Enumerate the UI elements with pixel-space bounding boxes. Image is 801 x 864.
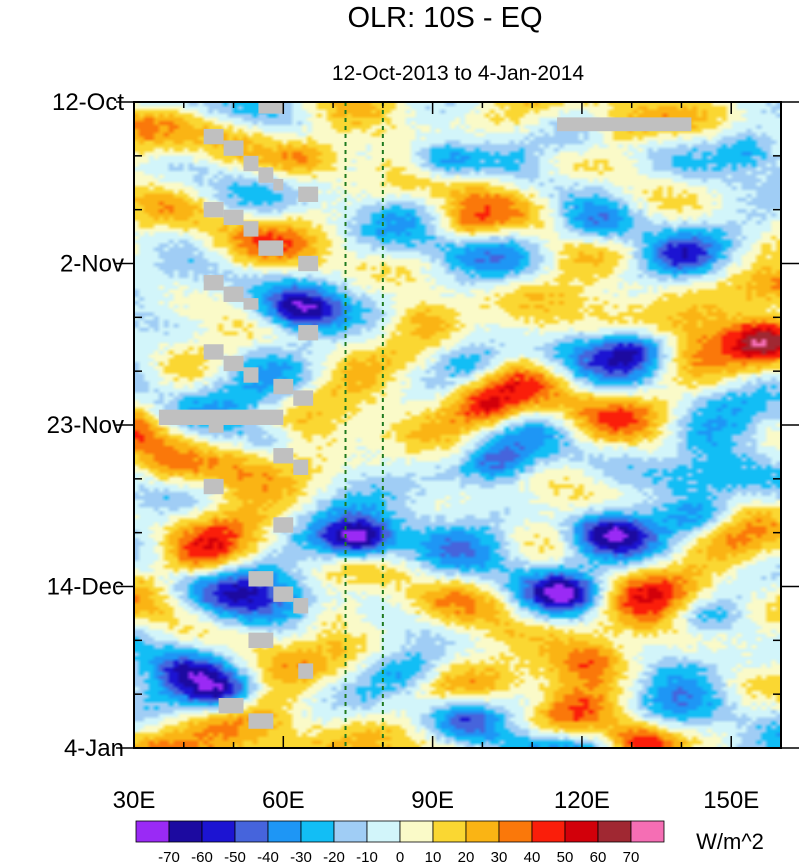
missing-data-block [203, 201, 224, 218]
chart-title: OLR: 10S - EQ [347, 2, 542, 34]
missing-data-block [298, 663, 314, 679]
y-tick-label: 14-Dec [47, 574, 124, 601]
missing-data-block [203, 344, 224, 360]
colorbar-label: 40 [524, 849, 541, 864]
x-tick-label: 150E [703, 787, 759, 814]
colorbar-label: -40 [257, 849, 279, 864]
missing-data-block [293, 390, 314, 406]
missing-data-block [248, 632, 274, 649]
missing-data-block [243, 155, 259, 172]
colorbar-label: -20 [323, 849, 345, 864]
colorbar-label: 0 [396, 849, 404, 864]
missing-data-block [258, 167, 274, 183]
missing-data-block [298, 325, 319, 341]
missing-data-block [273, 178, 284, 191]
colorbar-label: 50 [557, 849, 574, 864]
colorbar-label: -10 [356, 849, 378, 864]
x-tick-label: 90E [411, 787, 454, 814]
colorbar-units: W/m^2 [696, 829, 764, 854]
missing-data-block [203, 275, 224, 291]
y-tick-label: 2-Nov [60, 251, 124, 278]
colorbar-label: -60 [191, 849, 213, 864]
x-tick-label: 30E [113, 787, 156, 814]
missing-data-block [158, 409, 284, 425]
colorbar-label: 60 [590, 849, 607, 864]
colorbar-swatch [267, 820, 302, 843]
colorbar-label: 70 [623, 849, 640, 864]
colorbar-label: 10 [425, 849, 442, 864]
missing-data-block [273, 378, 294, 395]
missing-data-block [243, 221, 259, 237]
colorbar-swatch [234, 820, 269, 843]
missing-data-block [273, 448, 294, 464]
reference-lines [344, 102, 384, 748]
colorbar-swatch [465, 820, 500, 843]
axis-ticks [116, 101, 799, 749]
colorbar-label: 30 [491, 849, 508, 864]
missing-data-block [298, 255, 319, 272]
missing-data-block [258, 240, 284, 256]
missing-data-layer [158, 102, 692, 729]
x-tick-label: 120E [554, 787, 610, 814]
missing-data-block [293, 459, 309, 475]
colorbar-swatch [597, 820, 632, 843]
missing-data-block [243, 298, 259, 310]
missing-data-block [203, 128, 224, 145]
colorbar-swatch [630, 820, 665, 843]
colorbar-label: -30 [290, 849, 312, 864]
missing-data-block [223, 209, 244, 226]
missing-data-block [298, 186, 319, 202]
y-tick-label: 12-Oct [52, 89, 124, 116]
colorbar-swatch [201, 820, 236, 843]
missing-data-block [273, 517, 294, 533]
missing-data-block [223, 286, 244, 302]
colorbar-swatch [135, 820, 170, 843]
plot-area [134, 102, 781, 748]
y-axis-tick-labels: 12-Oct 2-Nov 23-Nov 14-Dec 4-Jan [47, 89, 125, 762]
colorbar-swatch [531, 820, 566, 843]
colorbar-swatch [564, 820, 599, 843]
x-axis-tick-labels: 30E 60E 90E 120E 150E [113, 787, 760, 814]
colorbar-swatch [432, 820, 467, 843]
missing-data-block [293, 598, 309, 614]
chart-subtitle: 12-Oct-2013 to 4-Jan-2014 [332, 62, 584, 85]
colorbar-swatch [300, 820, 335, 843]
missing-data-block [243, 367, 259, 383]
colorbar-swatch [399, 820, 434, 843]
colorbar-swatch [366, 820, 401, 843]
colorbar-label: -70 [158, 849, 180, 864]
colorbar: -70 -60 -50 -40 -30 -20 -10 0 10 20 30 40 50 60 70 [135, 820, 665, 864]
y-tick-label: 23-Nov [47, 412, 124, 439]
missing-data-block [248, 571, 274, 587]
missing-data-block [203, 478, 224, 495]
colorbar-swatch [168, 820, 203, 843]
missing-data-block [258, 102, 284, 114]
missing-data-block [218, 698, 244, 714]
colorbar-label: -50 [224, 849, 246, 864]
colorbar-label: 20 [458, 849, 475, 864]
missing-data-block [223, 355, 244, 372]
missing-data-block [557, 117, 692, 132]
missing-data-block [248, 713, 274, 729]
missing-data-block [273, 586, 294, 602]
missing-data-block [208, 425, 224, 433]
missing-data-block [223, 140, 244, 156]
colorbar-swatch [498, 820, 533, 843]
x-tick-label: 60E [262, 787, 305, 814]
colorbar-swatch [333, 820, 368, 843]
y-tick-label: 4-Jan [64, 735, 124, 762]
